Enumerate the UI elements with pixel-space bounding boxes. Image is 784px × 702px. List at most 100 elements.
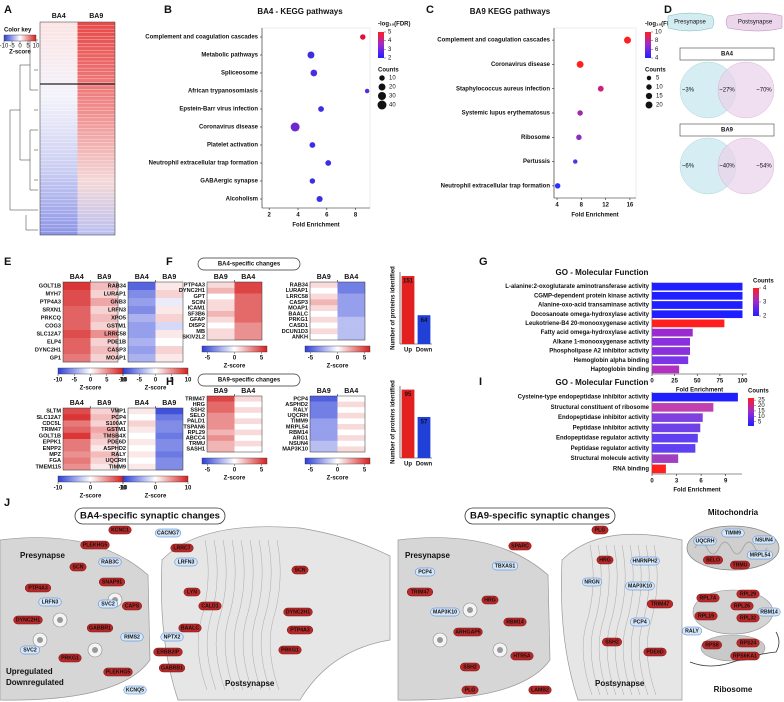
x-tick-label: 0	[650, 479, 654, 485]
heatmap-cell	[234, 401, 262, 408]
row-label: TMSB4X	[103, 433, 126, 439]
heatmap-cell	[337, 407, 365, 414]
vesicle-core	[37, 637, 43, 643]
row-label: UQCRH	[105, 458, 126, 464]
protein-label: PTP4A3	[290, 628, 310, 634]
upregulated-protein	[730, 560, 750, 570]
protein-label: SELO	[706, 558, 720, 564]
heatmap-cell	[90, 408, 118, 415]
row-label: SLC12A7	[36, 331, 61, 337]
row-label: CASP3	[107, 347, 126, 353]
protein-label: GABRB1	[161, 666, 183, 672]
protein-label: HTR5A	[513, 654, 531, 660]
cytoskeleton	[582, 544, 594, 696]
protein-label: SNAP91	[102, 580, 122, 586]
protein-label: PRKG1	[281, 648, 299, 654]
protein-label: TRMU	[733, 563, 748, 569]
colorbar-label: Z-score	[327, 476, 349, 482]
heatmap-cell	[310, 424, 338, 430]
category-label: Peptidase regulator activity	[571, 446, 650, 452]
heatmap-cell	[337, 334, 365, 341]
protein-label: RAB3C	[101, 560, 119, 566]
heatmap-cell	[128, 463, 156, 471]
heatmap-cell	[128, 420, 156, 427]
row-label: PDE1B	[107, 339, 126, 345]
heatmap-cell	[128, 298, 156, 307]
upregulated-protein	[286, 625, 314, 635]
dot	[360, 34, 366, 40]
heatmap-cell	[63, 420, 91, 427]
heatmap-cell	[234, 435, 262, 442]
heatmap-cell	[90, 457, 118, 465]
dot	[364, 88, 370, 94]
column-label: BA4	[135, 274, 149, 281]
y-axis-label: Number of proteins identified	[391, 266, 397, 350]
bar-value-label: 151	[403, 279, 414, 285]
heatmap-cell	[63, 445, 91, 452]
row-label: ASPHD2	[103, 446, 126, 452]
heatmap-cell	[128, 414, 156, 421]
upregulated-protein	[602, 637, 622, 647]
upregulated-protein	[510, 651, 534, 661]
category-label: Fatty acid omega-hydroxylase activity	[541, 330, 650, 336]
venn-value-label: ~54%	[756, 164, 772, 170]
protein-label: PLG	[595, 528, 606, 534]
bar	[652, 310, 743, 319]
protein-label: RIMS2	[124, 635, 140, 641]
downregulated-protein	[415, 567, 435, 577]
heatmap-cell	[310, 429, 338, 436]
category-label: Epstein-Barr virus infection	[179, 107, 258, 113]
ribosome-label: Ribosome	[714, 685, 753, 694]
heatmap-cell	[63, 346, 91, 355]
protein-label: RBM14	[760, 610, 778, 616]
heatmap-cell	[234, 446, 262, 453]
x-tick-label: 12	[602, 203, 609, 209]
heatmap-cell	[128, 354, 156, 363]
heatmap-cell	[337, 435, 365, 442]
protein-label: CALD1	[201, 604, 218, 610]
upregulated-protein	[730, 651, 760, 661]
heatmap-cell	[155, 282, 183, 291]
chart-title: BA4 - KEGG pathways	[257, 7, 343, 16]
heatmap-cell	[234, 424, 262, 430]
colorbar-label: Z-score	[145, 386, 167, 392]
row-label: GNB3	[110, 299, 126, 305]
row-label: TRMU	[189, 441, 205, 447]
category-label: Spliceosome	[221, 71, 259, 77]
upregulated-protein	[736, 589, 760, 599]
column-label: BA4	[344, 388, 358, 395]
downregulated-protein	[752, 535, 776, 545]
x-axis-label: Fold Enrichment	[676, 388, 723, 394]
size-legend-label: 20	[389, 85, 396, 91]
category-label: Alcoholism	[226, 197, 258, 203]
heatmap-cell	[90, 439, 118, 446]
venn-set-label: Postsynapse	[738, 20, 773, 26]
colorbar	[122, 367, 189, 375]
size-legend-label: 30	[389, 94, 396, 100]
row-label: RALY	[111, 452, 126, 458]
colorbar-tick-label: -5	[72, 378, 78, 384]
category-label: Coronavirus disease	[491, 62, 551, 68]
row-label: MOAP1	[106, 355, 126, 361]
category-label: Leukotriene-B4 20-monooxygenase activity	[525, 321, 649, 327]
heatmap-cell	[310, 328, 338, 335]
upregulated-protein	[508, 541, 532, 551]
protein-label: RPS6KA1	[733, 654, 757, 660]
x-tick-label: 6	[699, 479, 703, 485]
heatmap-cell	[310, 299, 338, 306]
colorbar	[57, 475, 124, 483]
protein-label: RALY	[685, 629, 699, 635]
heatmap-cell	[63, 298, 91, 307]
bar	[652, 301, 743, 309]
dot	[309, 142, 316, 148]
heatmap-cell	[90, 432, 118, 440]
row-label: SASH1	[186, 447, 205, 453]
color-key-tick-label: 0	[18, 44, 22, 50]
category-label: Complement and coagulation cascades	[145, 35, 258, 41]
colorbar-label: Z-score	[327, 364, 349, 370]
cytoskeleton	[224, 539, 236, 691]
row-label: LURAP1	[286, 288, 308, 294]
heatmap-cell	[207, 418, 235, 425]
colorbar-title: -log₁₀(FDR)	[645, 22, 678, 28]
dot	[624, 36, 631, 44]
